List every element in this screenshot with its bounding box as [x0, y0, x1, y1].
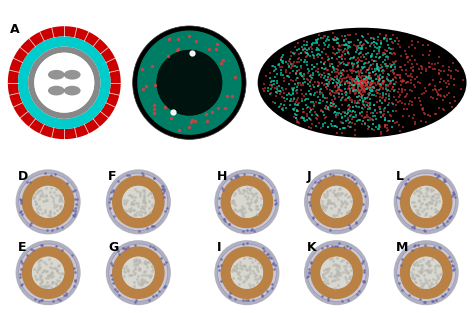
Ellipse shape [48, 86, 65, 95]
Ellipse shape [18, 244, 78, 301]
Circle shape [133, 26, 246, 139]
Ellipse shape [64, 86, 81, 95]
Polygon shape [156, 50, 222, 115]
Ellipse shape [48, 70, 65, 80]
Ellipse shape [16, 169, 81, 234]
Polygon shape [34, 53, 94, 113]
Ellipse shape [231, 257, 263, 289]
Ellipse shape [397, 173, 456, 230]
Ellipse shape [218, 173, 276, 230]
Polygon shape [310, 246, 363, 299]
Ellipse shape [320, 257, 353, 289]
Polygon shape [18, 36, 110, 129]
Ellipse shape [122, 257, 155, 289]
Ellipse shape [122, 186, 155, 218]
Text: B: B [135, 27, 144, 40]
Text: G: G [109, 241, 118, 254]
Ellipse shape [109, 244, 168, 301]
Ellipse shape [214, 240, 279, 305]
Text: F: F [109, 170, 117, 183]
Ellipse shape [231, 186, 263, 218]
Ellipse shape [304, 240, 369, 305]
Ellipse shape [18, 173, 78, 230]
Ellipse shape [32, 257, 64, 289]
Text: K: K [307, 241, 316, 254]
Text: I: I [217, 241, 221, 254]
Polygon shape [28, 47, 100, 119]
Text: D: D [18, 170, 28, 183]
Ellipse shape [218, 244, 276, 301]
Ellipse shape [394, 169, 459, 234]
Polygon shape [112, 176, 164, 228]
Text: J: J [307, 170, 311, 183]
Text: A: A [9, 23, 19, 36]
Polygon shape [112, 246, 164, 299]
Ellipse shape [394, 240, 459, 305]
Text: M: M [396, 241, 409, 254]
Text: E: E [18, 241, 27, 254]
Ellipse shape [109, 173, 168, 230]
Polygon shape [22, 176, 74, 228]
Ellipse shape [258, 28, 466, 138]
Ellipse shape [304, 169, 369, 234]
Polygon shape [220, 176, 273, 228]
Polygon shape [8, 26, 121, 139]
Ellipse shape [320, 186, 353, 218]
Ellipse shape [307, 244, 366, 301]
Ellipse shape [214, 169, 279, 234]
Polygon shape [220, 246, 273, 299]
Polygon shape [400, 246, 453, 299]
Ellipse shape [106, 169, 171, 234]
Ellipse shape [410, 257, 442, 289]
Polygon shape [137, 30, 242, 135]
Polygon shape [22, 246, 74, 299]
Text: L: L [396, 170, 404, 183]
Ellipse shape [410, 186, 442, 218]
Ellipse shape [307, 173, 366, 230]
Ellipse shape [64, 70, 81, 80]
Text: C: C [259, 28, 268, 41]
Ellipse shape [16, 240, 81, 305]
Polygon shape [310, 176, 363, 228]
Polygon shape [400, 176, 453, 228]
Ellipse shape [106, 240, 171, 305]
Ellipse shape [397, 244, 456, 301]
Ellipse shape [32, 186, 64, 218]
Text: H: H [217, 170, 228, 183]
